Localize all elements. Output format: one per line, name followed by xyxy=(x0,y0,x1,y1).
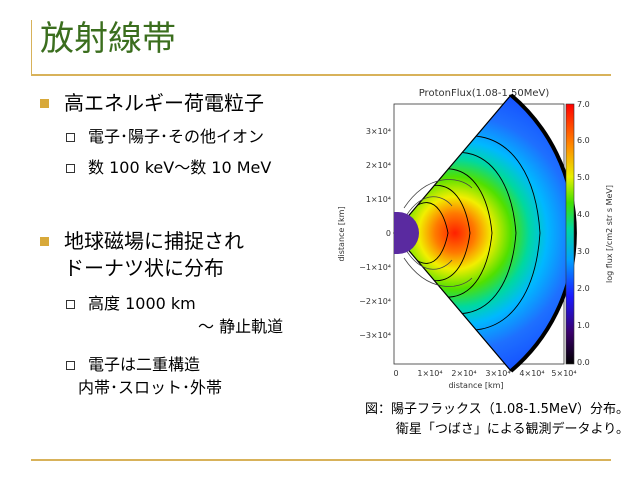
colorbar-tick: 6.0 xyxy=(577,136,590,145)
y-tick: 1×10⁴ xyxy=(366,195,391,204)
colorbar-tick: 5.0 xyxy=(577,173,590,182)
caption-line: 図：陽子フラックス（1.08-1.5MeV）分布。 xyxy=(364,402,629,417)
x-tick: 1×10⁴ xyxy=(417,369,442,378)
sub-bullet-energy-range: 数 100 keV～数 10 MeV xyxy=(66,156,272,179)
y-tick: 2×10⁴ xyxy=(366,161,391,170)
colorbar-tick: 3.0 xyxy=(577,247,590,256)
y-tick: −2×10⁴ xyxy=(359,297,391,306)
sub-bullet-text: 数 100 keV～数 10 MeV xyxy=(88,158,272,177)
title-rule xyxy=(31,74,611,76)
title-side-rule xyxy=(31,20,32,76)
y-tick: 0 xyxy=(386,229,391,238)
figure-title: ProtonFlux(1.08-1.50MeV) xyxy=(419,88,550,99)
footer-rule xyxy=(31,459,611,461)
hollow-square-icon xyxy=(66,361,75,370)
sub-bullet-line: 電子は二重構造 xyxy=(88,355,201,374)
colorbar xyxy=(565,103,575,365)
sub-bullet-line: 高度 1000 km xyxy=(88,294,196,313)
y-tick: 3×10⁴ xyxy=(366,127,391,136)
proton-flux-figure: ProtonFlux(1.08-1.50MeV) 3×10⁴ 2×10⁴ 1× xyxy=(336,86,626,396)
bullet-trapped-donut: 地球磁場に捕捉され ドーナツ状に分布 xyxy=(40,228,244,282)
colorbar-ticks: 7.0 6.0 5.0 4.0 3.0 2.0 1.0 0.0 xyxy=(577,100,590,367)
x-axis-ticks: 0 1×10⁴ 2×10⁴ 3×10⁴ 4×10⁴ 5×10⁴ xyxy=(393,369,576,378)
y-tick: −1×10⁴ xyxy=(359,263,391,272)
proton-flux-plot: ProtonFlux(1.08-1.50MeV) 3×10⁴ 2×10⁴ 1× xyxy=(337,88,614,390)
hollow-square-icon xyxy=(66,300,75,309)
wedge-boundary xyxy=(509,93,577,373)
bullet-square-icon xyxy=(40,237,49,246)
colorbar-tick: 0.0 xyxy=(577,358,590,367)
colorbar-tick: 2.0 xyxy=(577,284,590,293)
sub-bullet-line: ～ 静止軌道 xyxy=(198,317,284,337)
bullet-line: 地球磁場に捕捉され xyxy=(64,229,244,253)
sub-bullet-particle-types: 電子･陽子･その他イオン xyxy=(66,125,265,148)
outer-field-lines xyxy=(403,179,473,287)
sub-bullet-text: 電子･陽子･その他イオン xyxy=(88,127,265,146)
figure-caption: 図：陽子フラックス（1.08-1.5MeV）分布。 衛星「つばさ」による観測デー… xyxy=(351,400,629,440)
y-tick: −3×10⁴ xyxy=(359,331,391,340)
x-axis-label: distance [km] xyxy=(448,381,503,390)
colorbar-tick: 7.0 xyxy=(577,100,590,109)
caption-line: 衛星「つばさ」による観測データより。 xyxy=(395,422,629,438)
hollow-square-icon xyxy=(66,133,75,142)
bullet-line: ドーナツ状に分布 xyxy=(64,256,224,280)
x-tick: 3×10⁴ xyxy=(485,369,510,378)
x-tick: 4×10⁴ xyxy=(519,369,544,378)
bullet-square-icon xyxy=(40,99,49,108)
x-tick: 5×10⁴ xyxy=(551,369,576,378)
sub-bullet-altitude: 高度 1000 km ～ 静止軌道 xyxy=(66,292,284,338)
slide-title: 放射線帯 xyxy=(40,19,176,59)
hollow-square-icon xyxy=(66,164,75,173)
y-axis-ticks: 3×10⁴ 2×10⁴ 1×10⁴ 0 −1×10⁴ −2×10⁴ −3×10⁴ xyxy=(359,127,391,340)
y-axis-label: distance [km] xyxy=(337,206,346,261)
x-tick: 2×10⁴ xyxy=(451,369,476,378)
colorbar-label: log flux [/cm2 str s MeV] xyxy=(605,185,614,283)
sub-bullet-electron-structure: 電子は二重構造 内帯･スロット･外帯 xyxy=(66,353,222,399)
earth-disk xyxy=(394,212,419,254)
x-tick: 0 xyxy=(393,369,398,378)
bullet-high-energy-particles: 高エネルギー荷電粒子 xyxy=(40,90,264,117)
sub-bullet-line: 内帯･スロット･外帯 xyxy=(78,378,223,398)
bullet-text: 高エネルギー荷電粒子 xyxy=(64,91,264,115)
colorbar-tick: 1.0 xyxy=(577,321,590,330)
colorbar-tick: 4.0 xyxy=(577,210,590,219)
flux-wedge xyxy=(394,95,575,371)
